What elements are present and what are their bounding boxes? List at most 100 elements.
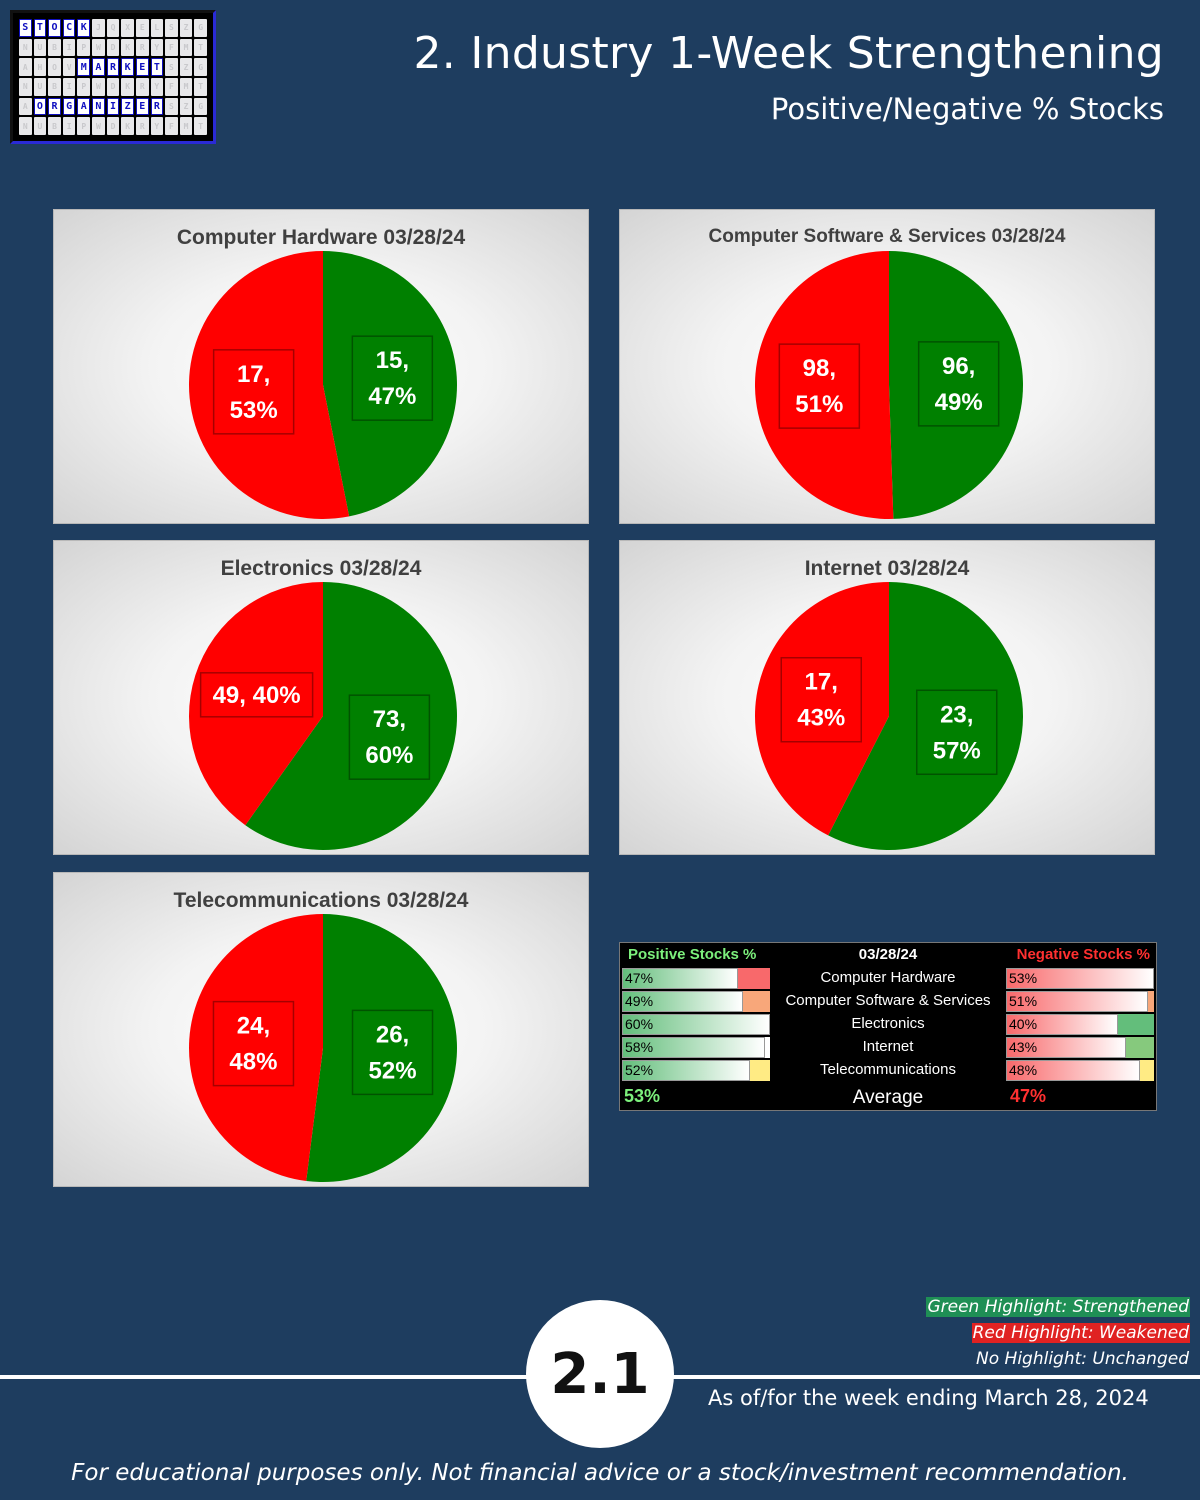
data-label-text: 26, [376,1021,409,1048]
logo-letter: K [121,58,134,76]
legend-green-text: Green Highlight: Strengthened [926,1297,1190,1317]
legend-none-text: No Highlight: Unchanged [976,1349,1189,1369]
negative-header: Negative Stocks % [1016,946,1150,963]
logo-filler: M [179,77,193,96]
industry-name: Computer Hardware [820,969,956,986]
logo-filler: M [179,38,193,57]
logo-filler: F [165,77,178,96]
logo-filler: B [48,38,61,57]
logo-filler: N [19,117,32,135]
positive-bar-cell: 60% [622,1014,770,1035]
summary-row: 49% Computer Software & Services 51% [620,990,1156,1013]
summary-average-row: 53% Average 47% [620,1084,1156,1108]
logo-filler: H [33,58,47,76]
logo-letter: G [62,97,76,116]
positive-bar-cell: 49% [622,991,770,1012]
negative-bar [1006,968,1154,989]
data-label-negative: 49, 40% [199,672,314,718]
logo-letter: N [92,97,105,116]
positive-bar [622,1014,770,1035]
pie-chart-internet: Internet 03/28/24 23, 57% 17, 43% [619,540,1155,855]
logo-filler: S [165,97,178,116]
logo-filler: Y [150,38,164,57]
data-label-negative: 17,43% [780,656,862,743]
pie-svg: 96,49% 98,51% [754,251,1023,519]
logo-filler: Z [179,97,193,116]
data-label-positive: 96,49% [917,341,1000,427]
logo-filler: R [135,117,149,135]
date-header: 03/28/24 [858,946,918,963]
summary-row: 47% Computer Hardware 53% [620,967,1156,990]
data-label-box [212,349,295,435]
logo-filler: F [165,117,178,135]
positive-bar-cell: 58% [622,1037,770,1058]
data-label-text: 49, 40% [213,682,301,709]
logo-filler: I [62,38,76,57]
logo-filler: G [194,97,207,116]
logo-filler: G [194,19,207,37]
positive-value: 60% [625,1016,654,1032]
pie-chart-computer-software-services: Computer Software & Services 03/28/24 96… [619,209,1155,524]
logo-filler: T [194,77,207,96]
data-label-positive: 26,52% [351,1009,434,1096]
legend-green: Green Highlight: Strengthened [926,1297,1190,1323]
logo-filler: O [48,58,61,76]
legend-none: No Highlight: Unchanged [926,1349,1190,1375]
logo-filler: K [121,77,134,96]
logo-filler: M [179,117,193,135]
logo-filler: B [48,77,61,96]
logo-letter: R [106,58,120,76]
logo-letter: R [150,97,164,116]
logo-filler: N [19,77,32,96]
logo-filler: D [106,38,120,57]
summary-header-row: Positive Stocks % 03/28/24 Negative Stoc… [620,943,1156,966]
logo-filler: P [77,117,91,135]
data-label-text: 43% [797,705,845,732]
positive-value: 52% [625,1062,654,1078]
logo-letter: T [150,58,164,76]
legend-red: Red Highlight: Weakened [926,1323,1190,1349]
logo-letter: E [135,97,149,116]
logo-filler: F [165,38,178,57]
negative-bar-cell: 48% [1006,1060,1154,1081]
as-of-date: As of/for the week ending March 28, 2024 [708,1386,1149,1410]
logo-letter: C [62,19,76,37]
logo-filler: K [121,38,134,57]
logo-filler: T [194,38,207,57]
highlight-legend: Green Highlight: Strengthened Red Highli… [926,1297,1190,1375]
data-label-text: 17, [805,669,838,696]
positive-bar [622,1060,750,1081]
negative-bar [1006,1060,1140,1081]
chart-title: Electronics 03/28/24 [220,557,422,580]
pie-chart-electronics: Electronics 03/28/24 73, 60% 49, 40% [53,540,589,855]
average-negative: 47% [1010,1086,1047,1106]
data-label-text: 98, [803,355,836,382]
positive-header: Positive Stocks % [628,946,757,963]
data-label-text: 23, [940,701,973,728]
data-label-text: 15, [376,347,409,374]
industry-name: Internet [862,1038,914,1055]
data-label-box [199,672,314,718]
positive-bar [622,968,738,989]
negative-bar [1006,991,1148,1012]
logo-letter: Z [121,97,134,116]
data-label-positive: 15,47% [351,335,434,421]
negative-bar-cell: 53% [1006,968,1154,989]
logo-filler: D [106,77,120,96]
page-number-badge: 2.1 [526,1300,674,1448]
logo-filler: W [92,77,105,96]
negative-bar-cell: 43% [1006,1037,1154,1058]
negative-bar-cell: 40% [1006,1014,1154,1035]
data-label-box [916,689,998,776]
industry-name: Computer Software & Services [785,992,991,1009]
pie-chart-telecommunications: Telecommunications 03/28/24 26, 52% 24, 48% [53,872,589,1187]
logo-letter: T [33,19,47,37]
logo-filler: Q [106,19,120,37]
data-label-negative: 98,51% [778,343,861,429]
logo-letter: S [19,19,32,37]
data-label-negative: 17,53% [212,349,295,435]
negative-value: 51% [1009,993,1038,1009]
data-label-box [780,656,862,743]
data-label-text: 52% [369,1057,417,1084]
